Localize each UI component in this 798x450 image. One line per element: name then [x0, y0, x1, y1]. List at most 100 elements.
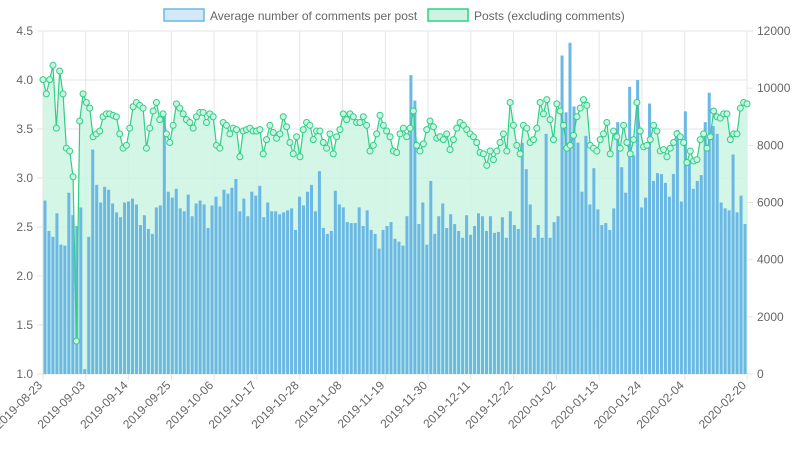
point-posts[interactable]	[376, 111, 384, 119]
bar-comments-per-post[interactable]	[333, 190, 337, 374]
point-posts[interactable]	[653, 127, 661, 135]
bar-comments-per-post[interactable]	[313, 211, 317, 374]
bar-comments-per-post[interactable]	[421, 202, 425, 375]
point-posts[interactable]	[339, 110, 347, 118]
point-posts[interactable]	[646, 136, 654, 144]
bar-comments-per-post[interactable]	[47, 230, 51, 374]
bar-comments-per-post[interactable]	[441, 203, 445, 374]
point-posts[interactable]	[52, 124, 60, 132]
bar-comments-per-post[interactable]	[298, 196, 302, 374]
point-posts[interactable]	[236, 153, 244, 161]
point-posts[interactable]	[706, 133, 714, 141]
bar-comments-per-post[interactable]	[365, 210, 369, 374]
point-posts[interactable]	[356, 118, 364, 126]
bar-comments-per-post[interactable]	[401, 245, 405, 374]
point-posts[interactable]	[169, 121, 177, 129]
bar-comments-per-post[interactable]	[286, 210, 290, 374]
bar-comments-per-post[interactable]	[433, 233, 437, 374]
bar-comments-per-post[interactable]	[437, 216, 441, 374]
point-posts[interactable]	[613, 133, 621, 141]
bar-comments-per-post[interactable]	[282, 212, 286, 374]
point-posts[interactable]	[269, 128, 277, 136]
point-posts[interactable]	[179, 110, 187, 118]
bar-comments-per-post[interactable]	[353, 223, 357, 374]
point-posts[interactable]	[266, 121, 274, 129]
point-posts[interactable]	[79, 90, 87, 98]
bar-comments-per-post[interactable]	[381, 229, 385, 374]
bar-comments-per-post[interactable]	[687, 160, 691, 374]
point-posts[interactable]	[486, 147, 494, 155]
bar-comments-per-post[interactable]	[274, 211, 278, 374]
bar-comments-per-post[interactable]	[345, 222, 349, 374]
bar-comments-per-post[interactable]	[667, 196, 671, 374]
point-posts[interactable]	[209, 113, 217, 121]
bar-comments-per-post[interactable]	[703, 122, 707, 374]
point-posts[interactable]	[636, 127, 644, 135]
point-posts[interactable]	[553, 100, 561, 108]
bar-comments-per-post[interactable]	[67, 192, 71, 374]
point-posts[interactable]	[349, 113, 357, 121]
bar-comments-per-post[interactable]	[369, 229, 373, 374]
legend-label-posts[interactable]: Posts (excluding comments)	[474, 9, 625, 23]
point-posts[interactable]	[333, 133, 341, 141]
point-posts[interactable]	[686, 147, 694, 155]
point-posts[interactable]	[156, 116, 164, 124]
point-posts[interactable]	[489, 156, 497, 164]
bar-comments-per-post[interactable]	[83, 369, 87, 374]
legend[interactable]: Average number of comments per post Post…	[163, 8, 625, 23]
bar-comments-per-post[interactable]	[691, 188, 695, 374]
point-posts[interactable]	[46, 76, 54, 84]
bar-comments-per-post[interactable]	[628, 86, 632, 375]
bar-comments-per-post[interactable]	[532, 237, 536, 374]
bar-comments-per-post[interactable]	[134, 204, 138, 374]
bar-comments-per-post[interactable]	[234, 178, 238, 374]
point-posts[interactable]	[279, 113, 287, 121]
point-posts[interactable]	[59, 90, 67, 98]
bar-comments-per-post[interactable]	[115, 212, 119, 374]
point-posts[interactable]	[139, 104, 147, 112]
bar-comments-per-post[interactable]	[51, 236, 55, 374]
bar-comments-per-post[interactable]	[99, 202, 103, 375]
point-posts[interactable]	[620, 121, 628, 129]
bar-comments-per-post[interactable]	[465, 215, 469, 374]
bar-comments-per-post[interactable]	[63, 245, 67, 374]
point-posts[interactable]	[96, 127, 104, 135]
bar-comments-per-post[interactable]	[453, 224, 457, 374]
bar-comments-per-post[interactable]	[266, 202, 270, 375]
bar-comments-per-post[interactable]	[130, 198, 135, 374]
point-posts[interactable]	[186, 118, 194, 126]
point-posts[interactable]	[259, 150, 267, 158]
bar-comments-per-post[interactable]	[186, 194, 190, 374]
point-posts[interactable]	[523, 124, 531, 132]
bar-comments-per-post[interactable]	[604, 223, 608, 374]
bar-comments-per-post[interactable]	[302, 205, 306, 374]
point-posts[interactable]	[606, 150, 614, 158]
point-posts[interactable]	[223, 121, 231, 129]
point-posts[interactable]	[566, 141, 574, 149]
bar-comments-per-post[interactable]	[210, 205, 214, 374]
point-posts[interactable]	[439, 136, 447, 144]
point-posts[interactable]	[610, 127, 618, 135]
point-posts[interactable]	[343, 116, 351, 124]
point-posts[interactable]	[82, 98, 90, 106]
bar-comments-per-post[interactable]	[671, 174, 675, 374]
bar-comments-per-post[interactable]	[695, 180, 699, 374]
point-posts[interactable]	[670, 138, 678, 146]
bar-comments-per-post[interactable]	[337, 204, 341, 374]
bar-comments-per-post[interactable]	[357, 207, 361, 374]
bar-comments-per-post[interactable]	[540, 237, 544, 374]
point-posts[interactable]	[446, 146, 454, 154]
point-posts[interactable]	[233, 126, 241, 134]
point-posts[interactable]	[146, 124, 154, 132]
point-posts[interactable]	[643, 141, 651, 149]
bar-comments-per-post[interactable]	[198, 200, 202, 374]
bar-comments-per-post[interactable]	[524, 169, 528, 374]
bar-comments-per-post[interactable]	[214, 196, 218, 374]
bar-comments-per-post[interactable]	[182, 211, 186, 374]
point-posts[interactable]	[666, 144, 674, 152]
bar-comments-per-post[interactable]	[520, 142, 524, 374]
bar-comments-per-post[interactable]	[417, 224, 421, 374]
bar-comments-per-post[interactable]	[43, 200, 47, 374]
point-posts[interactable]	[323, 144, 331, 152]
point-posts[interactable]	[493, 147, 501, 155]
